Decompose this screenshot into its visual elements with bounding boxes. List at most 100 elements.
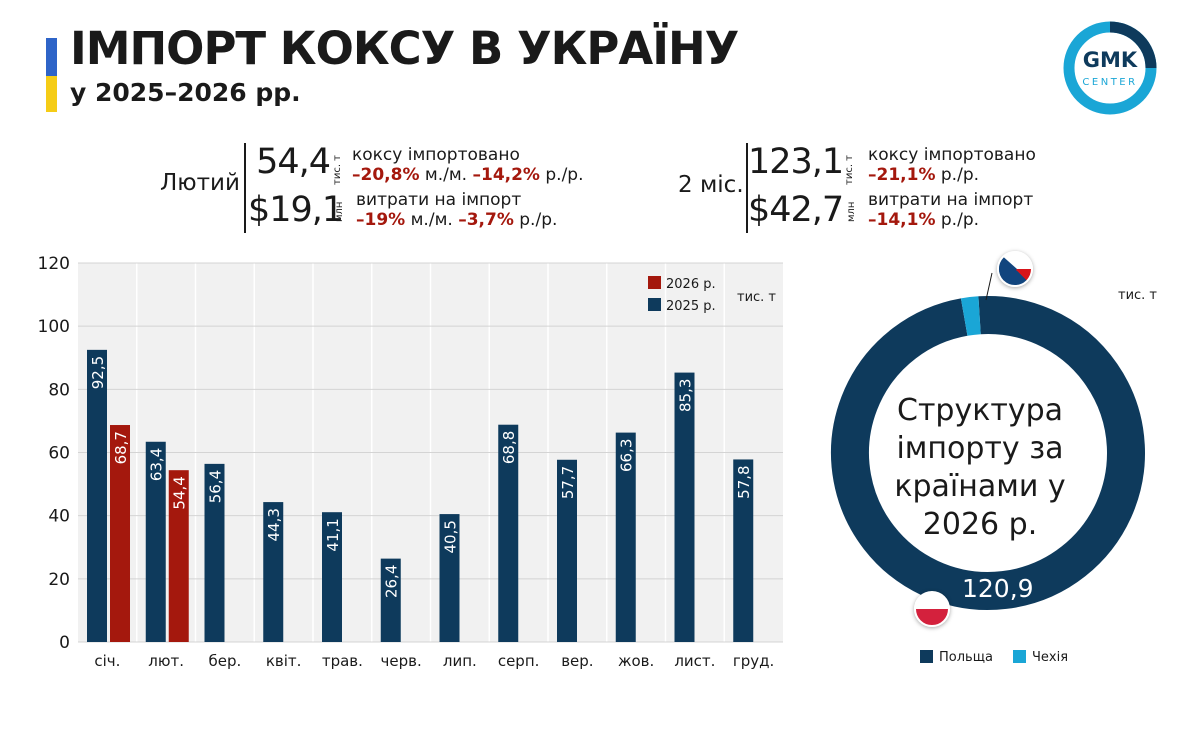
donut-unit: тис. т [1118,288,1158,303]
x-tick-label: лист. [674,652,715,670]
bar-2026 [168,470,189,642]
y-tick-label: 80 [48,380,70,400]
monthly-import-bar-chart: 0 20 40 60 80 100 120 92,5 68,7 січ. 63,4 54,4 лют. 5… [38,254,783,670]
kpi-2m-volume-changes: –21,1% р./р. [868,165,979,185]
bar-2025 [498,424,519,642]
kpi-2m-volume-yoy: –21,1% [868,165,936,185]
bar-2025 [615,432,636,642]
kpi-feb-volume-yoy-suffix: р./р. [545,165,584,185]
x-tick-label: квіт. [266,652,302,670]
donut-title: Структура імпорту за країнами у 2026 р. [894,393,1066,542]
legend-label-czech: Чехія [1032,650,1069,665]
bar-2025 [263,502,284,642]
y-tick-label: 20 [48,570,70,590]
bar-2025 [439,514,460,642]
legend-label-poland: Польща [939,650,993,665]
bar-value-label-2025: 68,8 [500,431,518,464]
x-tick-label: бер. [208,652,241,670]
bar-value-label-2025: 57,7 [559,466,577,499]
kpi-2m-cost-changes: –14,1% р./р. [868,210,979,230]
donut-slice-poland [831,296,1145,610]
page-title: ІМПОРТ КОКСУ В УКРАЇНУ [70,22,739,75]
czech-flag-icon [997,251,1033,287]
kpi-feb-cost-desc: витрати на імпорт [356,190,522,210]
chart-unit-label: тис. т [737,290,776,305]
gmk-center-logo: GMK CENTER [1062,20,1158,116]
bar-value-label-2025: 26,4 [383,565,401,598]
kpi-feb-cost-mom-suffix: м./м. [410,210,453,230]
bar-2026 [110,425,130,642]
kpi-feb-volume-changes: –20,8% м./м. –14,2% р./р. [352,165,584,185]
page-subtitle: у 2025–2026 рр. [70,78,301,107]
bar-value-label-2026: 54,4 [171,476,189,509]
bar-2025 [322,512,342,642]
donut-legend-poland: Польща [920,650,993,665]
kpi-feb-volume-mom-suffix: м./м. [424,165,468,185]
x-tick-label: лип. [443,652,477,670]
kpi-feb-cost-mom: –19% [356,210,406,230]
bar-value-label-2025: 92,5 [89,356,107,389]
legend-swatch-2025 [648,298,661,311]
kpi-feb-volume-mom: –20,8% [352,165,420,185]
x-tick-label: вер. [561,652,593,670]
y-tick-label: 0 [59,633,70,653]
bar-2025 [145,441,166,642]
kpi-feb-volume-unit: тис. т [332,154,343,185]
kpi-feb-divider [244,143,246,233]
country-structure-donut-chart [831,272,1145,610]
bar-value-label-2025: 41,1 [324,518,342,551]
kpi-feb-cost: $19,1 [248,190,344,230]
kpi-2m-cost: $42,7 [748,190,844,230]
donut-value-poland: 120,9 [962,574,1034,603]
bar-value-label-2025: 57,8 [735,465,753,498]
donut-legend-czech: Чехія [1013,650,1068,665]
bar-value-label-2025: 63,4 [148,448,166,481]
x-tick-label: черв. [381,652,422,670]
bar-value-label-2025: 66,3 [618,439,636,472]
bar-value-label-2025: 85,3 [677,379,695,412]
x-tick-label: груд. [733,652,774,670]
czech-pointer-line [985,272,993,301]
bar-value-label-2026: 68,7 [112,431,130,464]
y-tick-label: 60 [48,444,70,464]
logo-text: GMK [1082,48,1138,72]
bar-2025 [380,558,401,642]
kpi-feb-volume-desc: коксу імпортовано [352,145,520,165]
bar-value-label-2025: 40,5 [442,520,460,553]
kpi-feb-volume: 54,4 [256,142,331,182]
kpi-feb-volume-yoy: –14,2% [472,165,540,185]
kpi-feb-cost-yoy: –3,7% [458,210,514,230]
kpi-2m-label: 2 міс. [678,172,744,198]
bar-2025 [557,459,577,642]
bar-2025 [204,463,225,642]
y-tick-label: 120 [38,254,70,274]
bar-2025 [674,372,695,642]
legend-label-2025: 2025 р. [666,299,716,314]
legend-swatch-poland [920,650,933,663]
legend-label-2026: 2026 р. [666,277,716,292]
poland-flag-icon [914,591,950,627]
logo-subtext: CENTER [1082,77,1138,88]
x-tick-label: трав. [322,652,363,670]
legend-swatch-2026 [648,276,661,289]
kpi-2m-divider [746,143,748,233]
ukraine-flag-bar [46,38,57,112]
bar-2025 [87,349,107,642]
donut-slice-czech [960,296,981,336]
bar-2025 [733,459,754,642]
kpi-2m-cost-yoy-suffix: р./р. [940,210,980,230]
kpi-feb-cost-unit: млн [334,201,345,222]
y-tick-label: 40 [48,507,70,527]
bar-value-label-2025: 56,4 [207,470,225,503]
kpi-2m-cost-yoy: –14,1% [868,210,936,230]
kpi-2m-cost-unit: млн [846,201,857,222]
kpi-2m-volume-unit: тис. т [844,154,855,185]
kpi-2m-volume-desc: коксу імпортовано [868,145,1036,165]
x-tick-label: жов. [618,652,654,670]
kpi-feb-cost-changes: –19% м./м. –3,7% р./р. [356,210,557,230]
x-tick-label: січ. [94,652,120,670]
y-tick-label: 100 [38,317,70,337]
kpi-feb-cost-yoy-suffix: р./р. [519,210,558,230]
kpi-feb-label: Лютий [160,170,240,196]
bar-value-label-2025: 44,3 [265,508,283,541]
